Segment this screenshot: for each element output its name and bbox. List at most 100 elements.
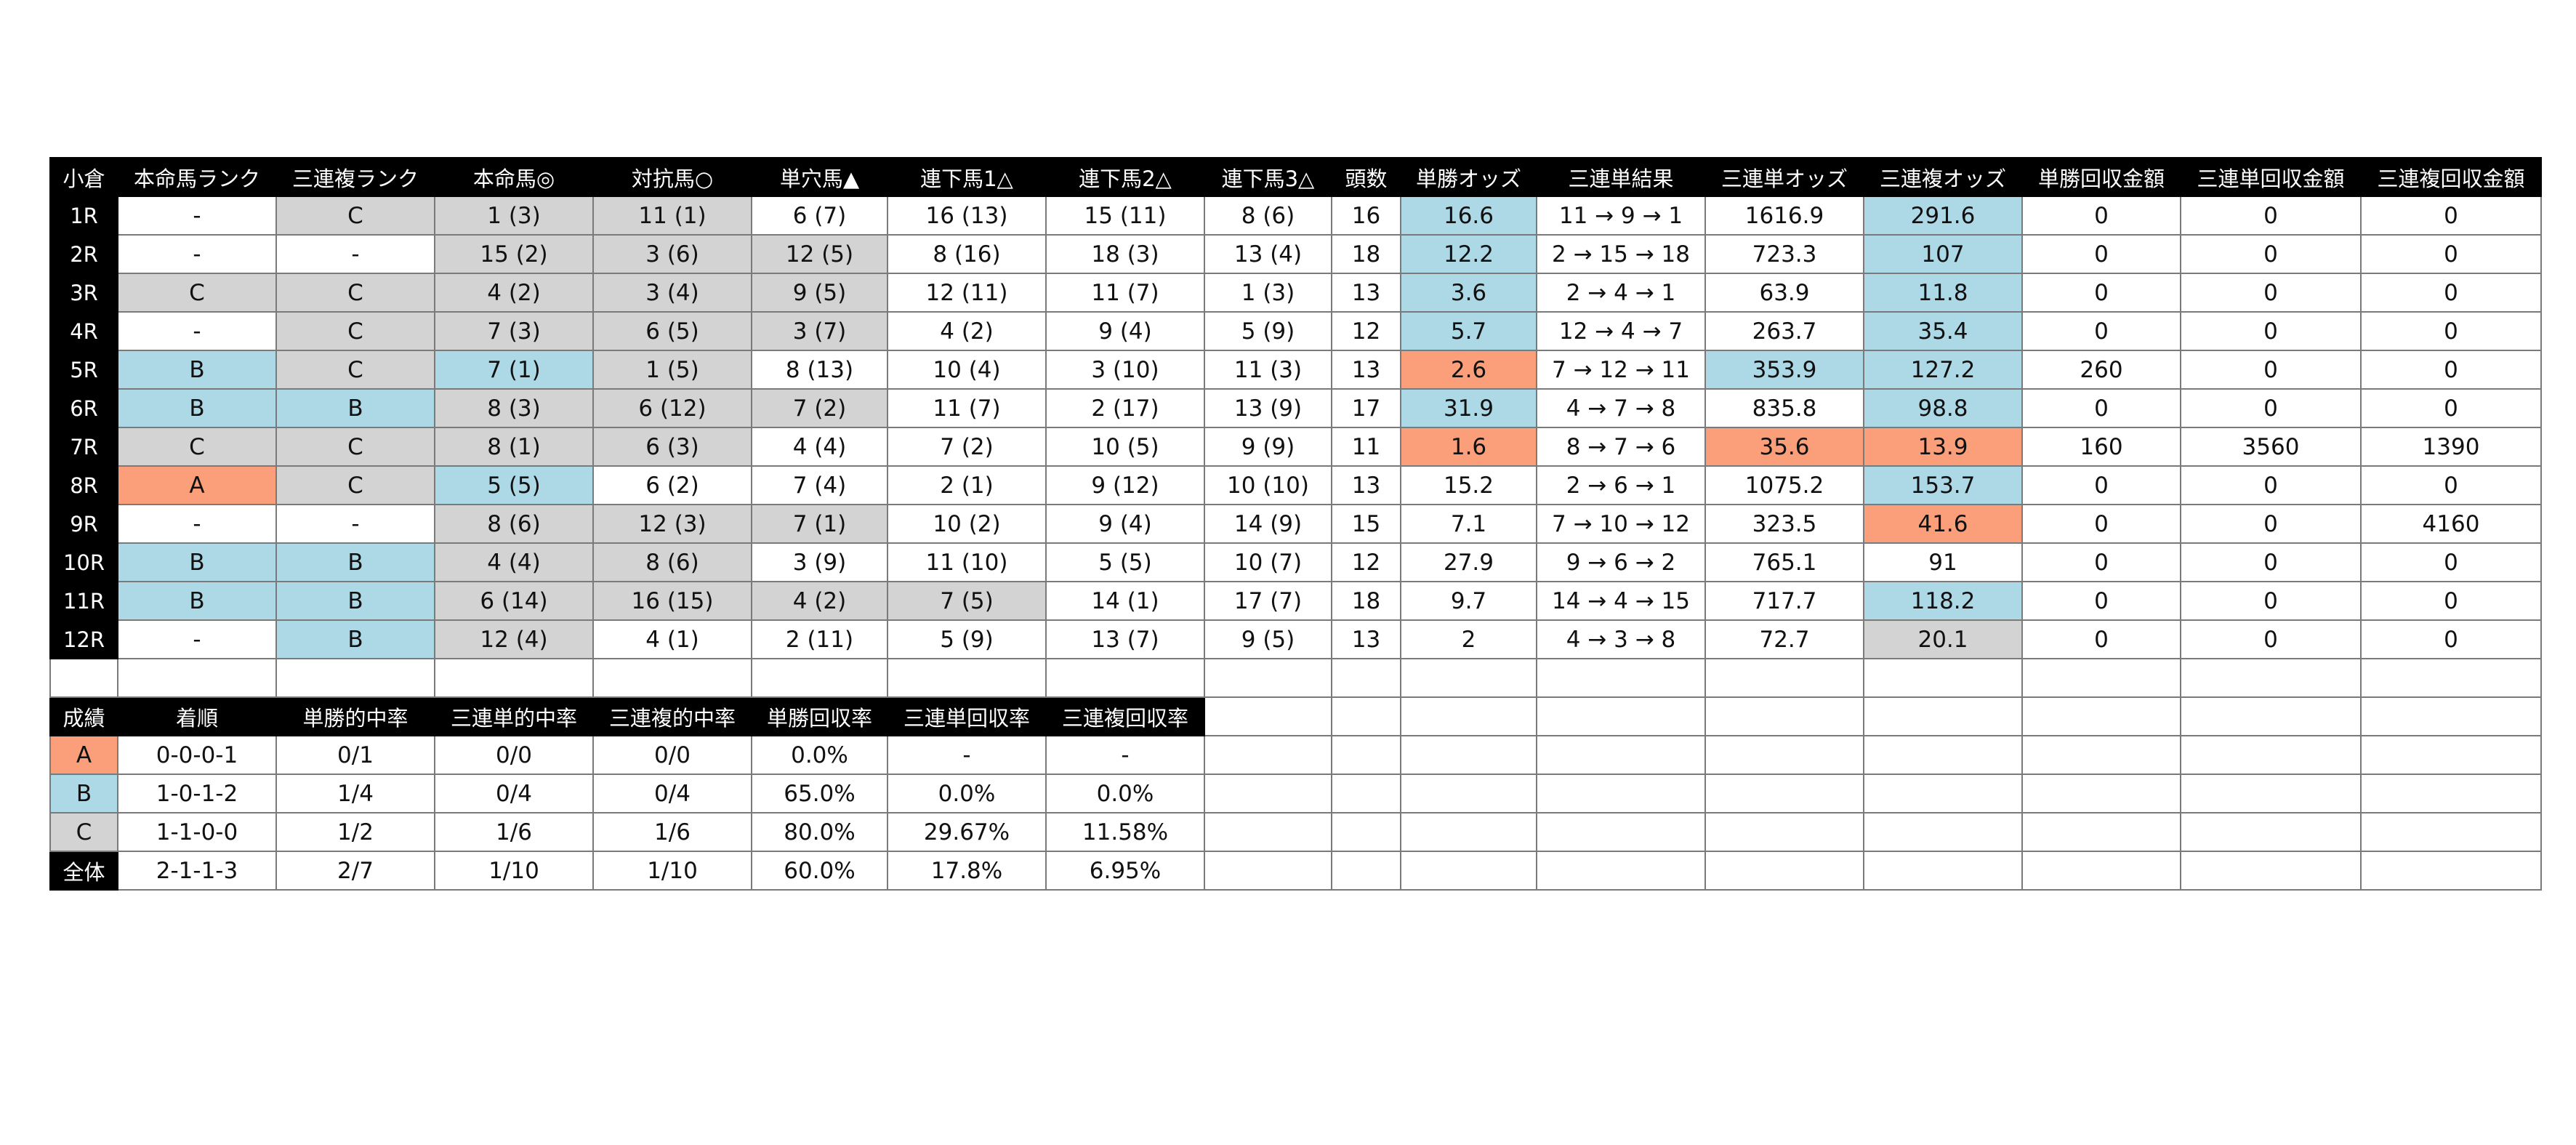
table-cell[interactable]: 0: [2021, 196, 2181, 236]
table-cell[interactable]: 0: [2021, 465, 2181, 505]
empty-cell[interactable]: [1863, 851, 2023, 891]
empty-cell[interactable]: [1331, 774, 1401, 813]
table-cell[interactable]: -: [117, 196, 277, 236]
table-cell[interactable]: 1/10: [592, 851, 752, 891]
table-cell[interactable]: 17 (7): [1204, 581, 1332, 621]
table-cell[interactable]: 41.6: [1863, 504, 2023, 544]
table-cell[interactable]: 0: [2021, 619, 2181, 659]
table-cell[interactable]: B: [49, 774, 118, 813]
table-cell[interactable]: 4 (2): [434, 273, 594, 313]
empty-cell[interactable]: [1704, 851, 1864, 891]
table-cell[interactable]: 12 (3): [592, 504, 752, 544]
table-cell[interactable]: 全体: [49, 851, 118, 891]
empty-cell[interactable]: [1400, 735, 1537, 775]
table-cell[interactable]: -: [275, 504, 435, 544]
empty-cell[interactable]: [887, 658, 1047, 698]
table-cell[interactable]: 0: [2360, 619, 2542, 659]
table-cell[interactable]: 16 (15): [592, 581, 752, 621]
column-header[interactable]: 単勝回収金額: [2021, 157, 2181, 197]
table-cell[interactable]: 29.67%: [887, 812, 1047, 852]
table-cell[interactable]: 1 (5): [592, 350, 752, 390]
table-cell[interactable]: 72.7: [1704, 619, 1864, 659]
table-cell[interactable]: B: [275, 581, 435, 621]
table-cell[interactable]: 5.7: [1400, 311, 1537, 351]
table-cell[interactable]: 10 (7): [1204, 542, 1332, 582]
table-cell[interactable]: 765.1: [1704, 542, 1864, 582]
table-cell[interactable]: 2R: [49, 234, 118, 274]
table-cell[interactable]: B: [117, 350, 277, 390]
table-cell[interactable]: 0: [2021, 581, 2181, 621]
table-cell[interactable]: 2 (17): [1045, 388, 1205, 428]
table-cell[interactable]: 263.7: [1704, 311, 1864, 351]
table-cell[interactable]: 11 (7): [1045, 273, 1205, 313]
table-cell[interactable]: 6 (7): [751, 196, 888, 236]
empty-cell[interactable]: [1400, 696, 1537, 736]
table-cell[interactable]: 17.8%: [887, 851, 1047, 891]
column-header[interactable]: 単勝回収率: [751, 696, 888, 736]
table-cell[interactable]: 12: [1331, 542, 1401, 582]
empty-cell[interactable]: [1400, 774, 1537, 813]
table-cell[interactable]: 15: [1331, 504, 1401, 544]
column-header[interactable]: 三連複オッズ: [1863, 157, 2023, 197]
table-cell[interactable]: 8 (6): [1204, 196, 1332, 236]
table-cell[interactable]: 12 (5): [751, 234, 888, 274]
table-cell[interactable]: 1 (3): [434, 196, 594, 236]
table-cell[interactable]: 0: [2180, 504, 2362, 544]
table-cell[interactable]: 1.6: [1400, 427, 1537, 467]
empty-cell[interactable]: [2180, 851, 2362, 891]
table-cell[interactable]: 13 (7): [1045, 619, 1205, 659]
table-cell[interactable]: 0: [2180, 273, 2362, 313]
table-cell[interactable]: 7 (3): [434, 311, 594, 351]
table-cell[interactable]: 13: [1331, 273, 1401, 313]
table-cell[interactable]: 8 → 7 → 6: [1536, 427, 1706, 467]
empty-cell[interactable]: [2360, 735, 2542, 775]
empty-cell[interactable]: [1536, 774, 1706, 813]
table-cell[interactable]: 2.6: [1400, 350, 1537, 390]
empty-cell[interactable]: [2180, 812, 2362, 852]
table-cell[interactable]: 16.6: [1400, 196, 1537, 236]
table-cell[interactable]: 20.1: [1863, 619, 2023, 659]
table-cell[interactable]: 0.0%: [887, 774, 1047, 813]
table-cell[interactable]: 1 (3): [1204, 273, 1332, 313]
column-header[interactable]: 本命馬ランク: [117, 157, 277, 197]
table-cell[interactable]: 3R: [49, 273, 118, 313]
column-header[interactable]: 単勝オッズ: [1400, 157, 1537, 197]
table-cell[interactable]: 723.3: [1704, 234, 1864, 274]
table-cell[interactable]: 10 (5): [1045, 427, 1205, 467]
table-cell[interactable]: 353.9: [1704, 350, 1864, 390]
empty-cell[interactable]: [2180, 735, 2362, 775]
table-cell[interactable]: 12 (4): [434, 619, 594, 659]
empty-cell[interactable]: [1863, 658, 2023, 698]
table-cell[interactable]: 8 (1): [434, 427, 594, 467]
table-cell[interactable]: 5 (9): [887, 619, 1047, 659]
table-cell[interactable]: 0: [2180, 581, 2362, 621]
table-cell[interactable]: 153.7: [1863, 465, 2023, 505]
table-cell[interactable]: 13: [1331, 465, 1401, 505]
table-cell[interactable]: 15.2: [1400, 465, 1537, 505]
table-cell[interactable]: -: [275, 234, 435, 274]
table-cell[interactable]: 5R: [49, 350, 118, 390]
table-cell[interactable]: 0: [2180, 234, 2362, 274]
table-cell[interactable]: 11R: [49, 581, 118, 621]
empty-cell[interactable]: [1045, 658, 1205, 698]
table-cell[interactable]: 9 (4): [1045, 504, 1205, 544]
table-cell[interactable]: 9R: [49, 504, 118, 544]
table-cell[interactable]: 1390: [2360, 427, 2542, 467]
table-cell[interactable]: 10 (2): [887, 504, 1047, 544]
column-header[interactable]: 三連単結果: [1536, 157, 1706, 197]
empty-cell[interactable]: [1331, 658, 1401, 698]
table-cell[interactable]: 1-1-0-0: [117, 812, 277, 852]
column-header[interactable]: 三連単オッズ: [1704, 157, 1864, 197]
table-cell[interactable]: 98.8: [1863, 388, 2023, 428]
table-cell[interactable]: C: [275, 350, 435, 390]
table-cell[interactable]: 8 (3): [434, 388, 594, 428]
column-header[interactable]: 連下馬3△: [1204, 157, 1332, 197]
table-cell[interactable]: 6 (5): [592, 311, 752, 351]
table-cell[interactable]: 9 (4): [1045, 311, 1205, 351]
table-cell[interactable]: 14 (9): [1204, 504, 1332, 544]
table-cell[interactable]: 18: [1331, 581, 1401, 621]
empty-cell[interactable]: [2021, 812, 2181, 852]
table-cell[interactable]: 12.2: [1400, 234, 1537, 274]
table-cell[interactable]: 11 → 9 → 1: [1536, 196, 1706, 236]
table-cell[interactable]: C: [117, 427, 277, 467]
